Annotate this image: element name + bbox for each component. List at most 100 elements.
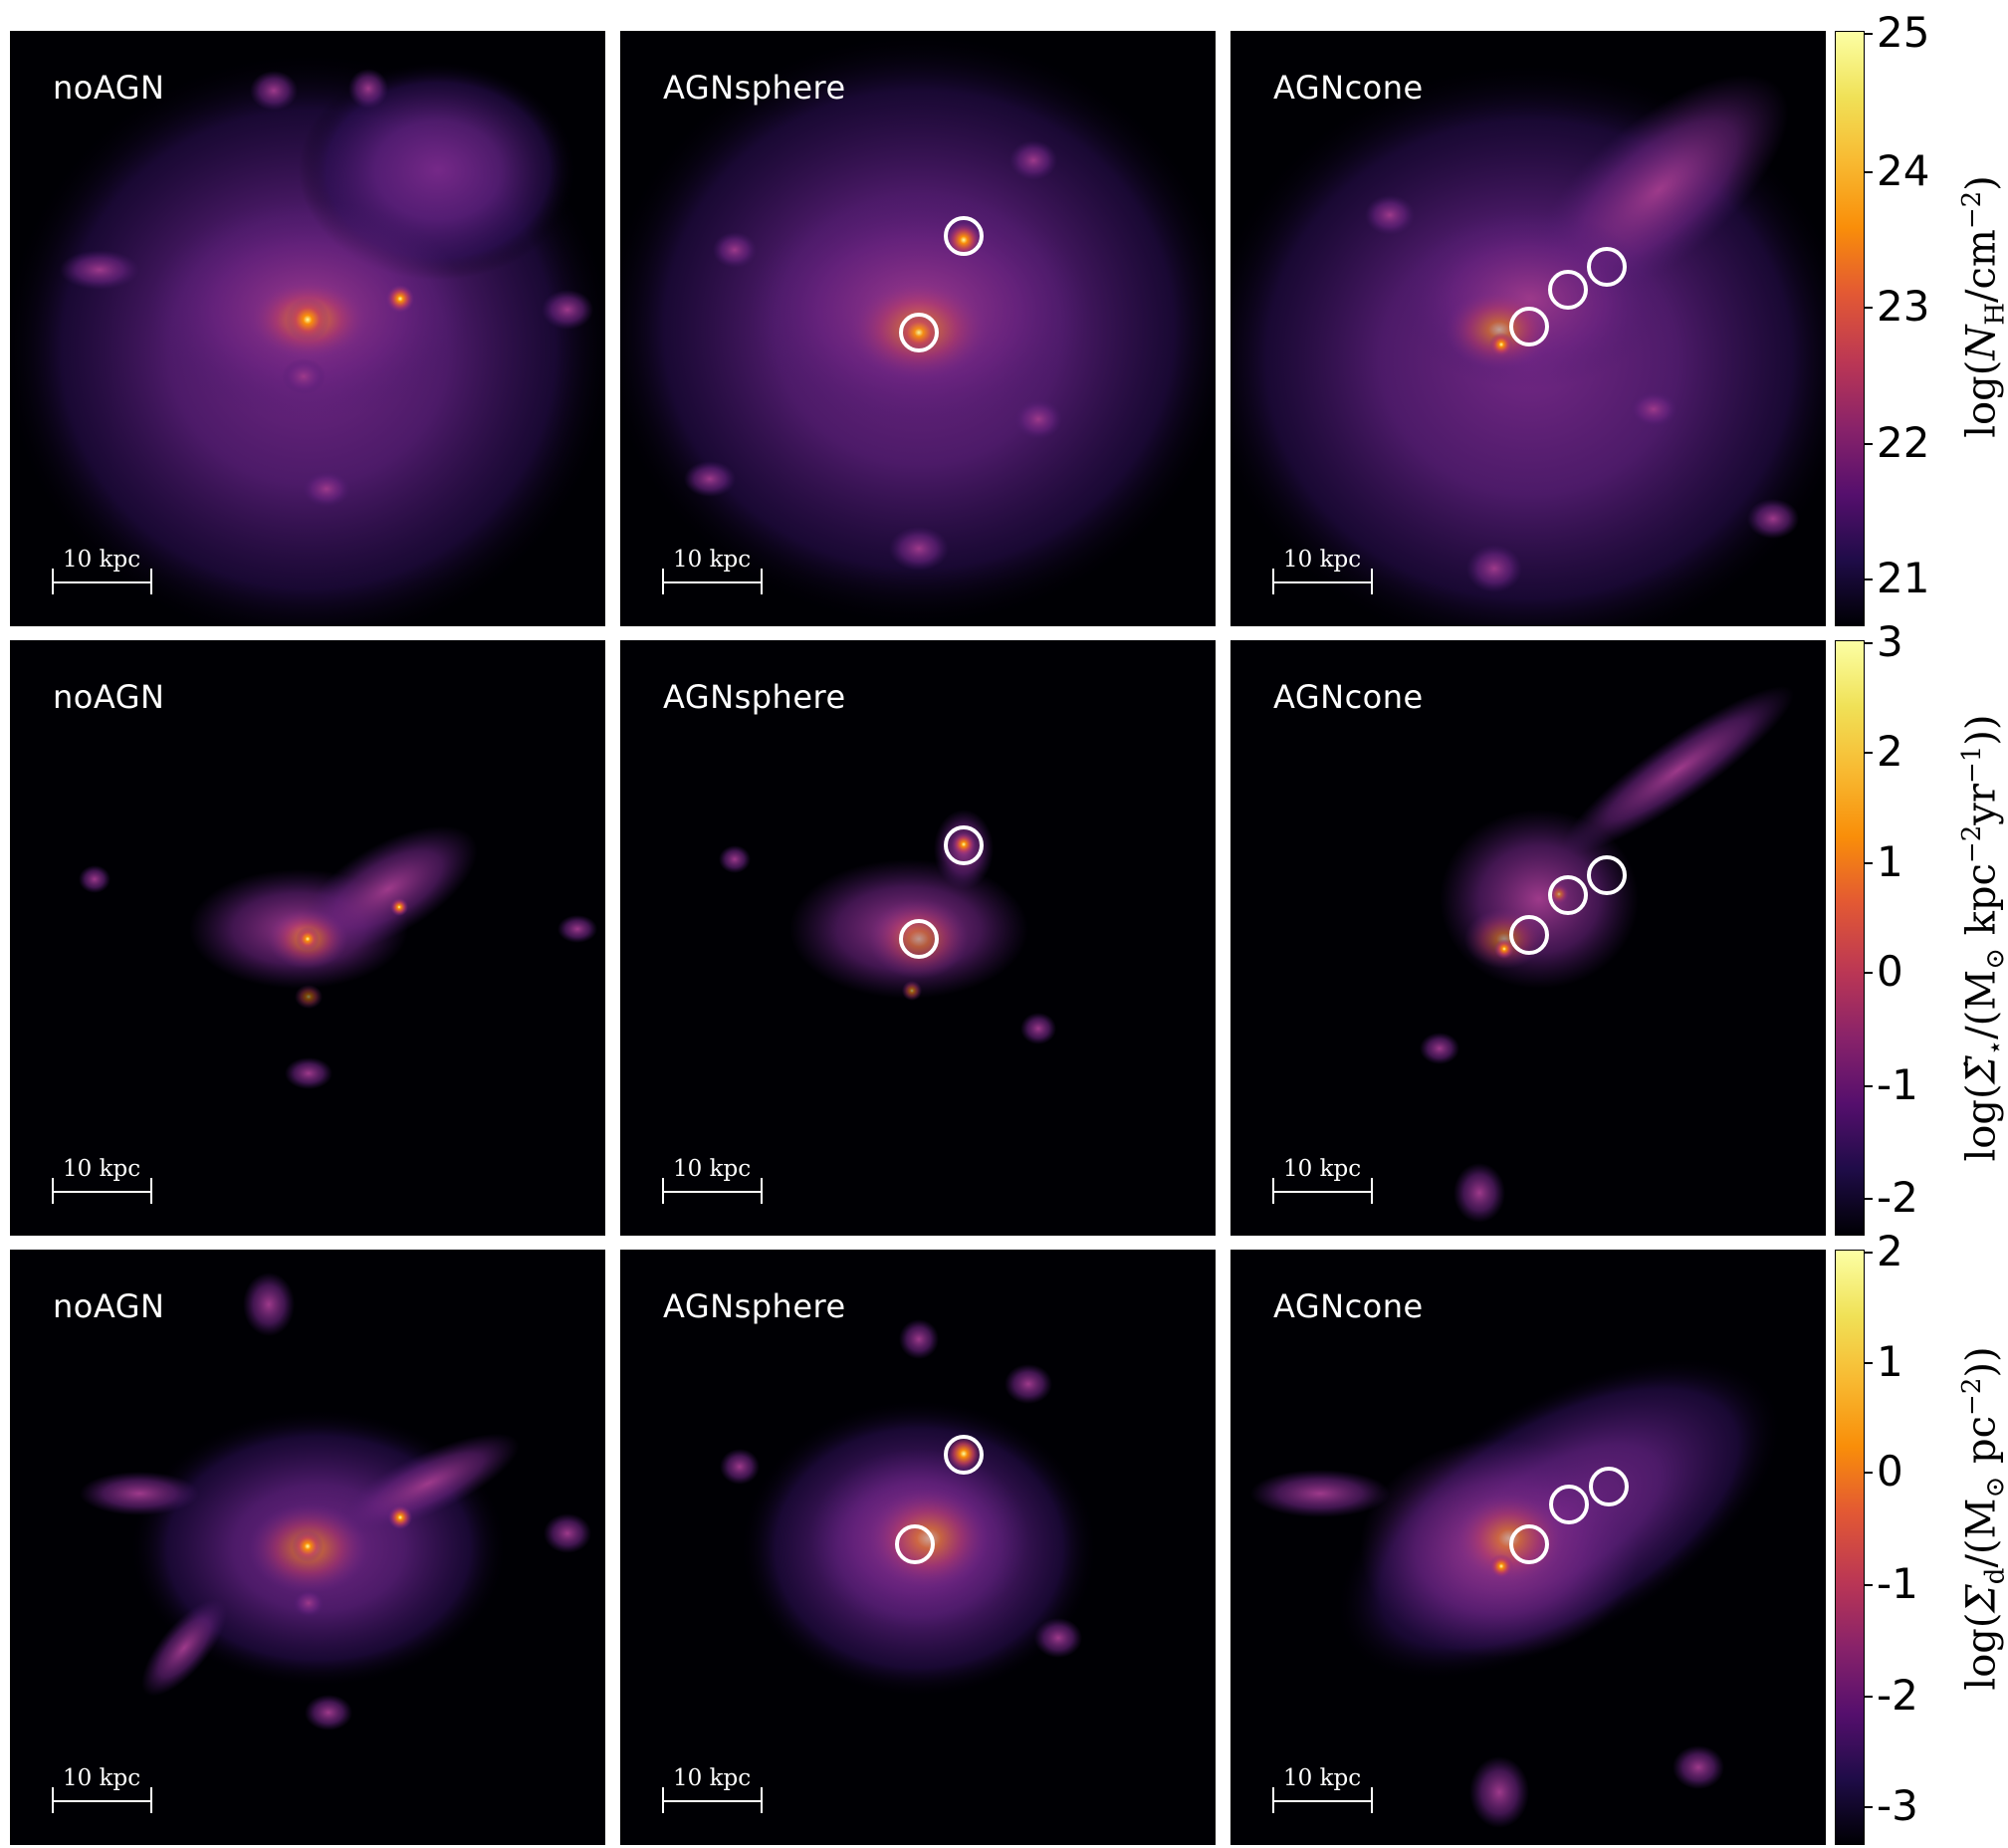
scale-bar-line [52,581,152,583]
scale-bar-tick [761,1178,763,1204]
scale-bar-line [662,1800,763,1802]
highlight-circle [944,825,984,865]
scale-bar: 10 kpc [662,547,763,596]
colorbar-tick [1865,1085,1873,1087]
scale-bar-tick [1371,1787,1373,1813]
colorbar-tick-label: 2 [1877,727,1903,776]
colorbar-tick-label: 22 [1877,418,1930,467]
scale-bar-tick [52,1787,54,1813]
colorbar-tick [1865,1696,1873,1698]
colorbar-tick-label: 3 [1877,617,1903,666]
colorbar-tick [1865,1584,1873,1586]
highlight-circle [944,1435,984,1475]
scale-bar: 10 kpc [52,1765,152,1815]
colorbar-tick-label: -2 [1877,1671,1918,1720]
scale-bar-label: 10 kpc [63,1765,141,1791]
scale-bar: 10 kpc [52,1156,152,1206]
colorbar-title-text: log( [1958,1083,2005,1162]
scale-bar-label: 10 kpc [63,1156,141,1182]
colorbar-title-superscript: −1 [1957,745,1987,785]
colorbar-gas [1835,31,1865,626]
colorbar-tick-label: 24 [1877,146,1930,195]
scale-bar-label: 10 kpc [673,547,752,573]
colorbar-title-text: )) [1958,1346,2005,1378]
highlight-circle [899,313,939,352]
panel-gas-agncone: AGNcone 10 kpc [1230,31,1826,626]
scale-bar-tick [52,569,54,594]
highlight-circle [899,919,939,959]
scale-bar-line [52,1800,152,1802]
colorbar-title-subscript: ⊙ [1980,948,2008,970]
panel-sfr-agnsphere: AGNsphere 10 kpc [620,640,1216,1236]
highlight-circle [1548,875,1588,915]
scale-bar-label: 10 kpc [673,1156,752,1182]
highlight-circle [1509,307,1549,346]
scale-bar-label: 10 kpc [1283,547,1362,573]
scale-bar: 10 kpc [662,1765,763,1815]
colorbar-tick-label: 21 [1877,554,1930,602]
highlight-circle [1548,270,1588,310]
colorbar-tick [1865,972,1873,974]
colorbar-title-text: yr [1958,784,2005,825]
scale-bar-tick [150,1178,152,1204]
colorbar-title-text: /(M [1958,969,2005,1040]
highlight-circle [1509,1524,1549,1564]
sfr-map-noagn [10,640,605,1236]
scale-bar-tick [150,569,152,594]
panel-label: AGNcone [1273,678,1424,716]
colorbar-title-symbol: Σ [1958,1584,2005,1613]
highlight-circle [895,1524,935,1564]
colorbar-title-subscript: d [1980,1567,2008,1585]
colorbar-sfr [1835,640,1865,1236]
colorbar-title: log(NH/cm−2) [1957,147,2008,466]
scale-bar-tick [1371,1178,1373,1204]
scale-bar-line [1272,1191,1373,1193]
colorbar-tick-label: -3 [1877,1781,1918,1830]
colorbar-title-superscript: −2 [1957,190,1987,230]
panel-dust-agnsphere: AGNsphere 10 kpc [620,1250,1216,1845]
dust-map-noagn [10,1250,605,1845]
panel-label: AGNcone [1273,69,1424,107]
colorbar-title-text: log( [1958,359,2005,438]
panel-label: AGNsphere [663,69,846,107]
panel-gas-noagn: noAGN 10 kpc [10,31,605,626]
colorbar-tick-label: 2 [1877,1227,1903,1275]
colorbar-tick [1865,1362,1873,1364]
colorbar-tick-label: 25 [1877,8,1930,57]
colorbar-tick-label: 0 [1877,1447,1903,1496]
colorbar-title-text: )) [1958,714,2005,746]
colorbar-tick-label: -2 [1877,1173,1918,1222]
colorbar-title-superscript: −2 [1957,824,1987,864]
scale-bar-tick [1371,569,1373,594]
colorbar-title-subscript: H [1980,302,2008,326]
panel-label: noAGN [53,69,165,107]
scale-bar-line [662,1191,763,1193]
colorbar-title: log(Σ̇⋆/(M⊙ kpc−2yr−1)) [1957,659,2008,1217]
colorbar-tick-label: -1 [1877,1559,1918,1608]
scale-bar-tick [52,1178,54,1204]
colorbar-title-symbol: Σ̇ [1958,1055,2005,1084]
gas-map-noagn [10,31,605,626]
colorbar-tick [1865,1198,1873,1200]
colorbar-tick [1865,862,1873,864]
colorbar-title-text: /(M [1958,1498,2005,1568]
colorbar-tick [1865,752,1873,754]
panel-sfr-noagn: noAGN 10 kpc [10,640,605,1236]
scale-bar-tick [662,569,664,594]
scale-bar-label: 10 kpc [673,1765,752,1791]
scale-bar-tick [761,1787,763,1813]
scale-bar-label: 10 kpc [1283,1156,1362,1182]
scale-bar-line [52,1191,152,1193]
scale-bar-tick [662,1178,664,1204]
panel-sfr-agncone: AGNcone 10 kpc [1230,640,1826,1236]
scale-bar: 10 kpc [1272,547,1373,596]
highlight-circle [944,216,984,256]
colorbar-title-text: /cm [1958,229,2005,303]
colorbar-title-superscript: −2 [1957,1377,1987,1416]
scale-bar-line [662,581,763,583]
highlight-circle [1589,1467,1629,1506]
panel-dust-noagn: noAGN 10 kpc [10,1250,605,1845]
colorbar-tick [1865,171,1873,173]
scale-bar-label: 10 kpc [1283,1765,1362,1791]
panel-gas-agnsphere: AGNsphere 10 kpc [620,31,1216,626]
